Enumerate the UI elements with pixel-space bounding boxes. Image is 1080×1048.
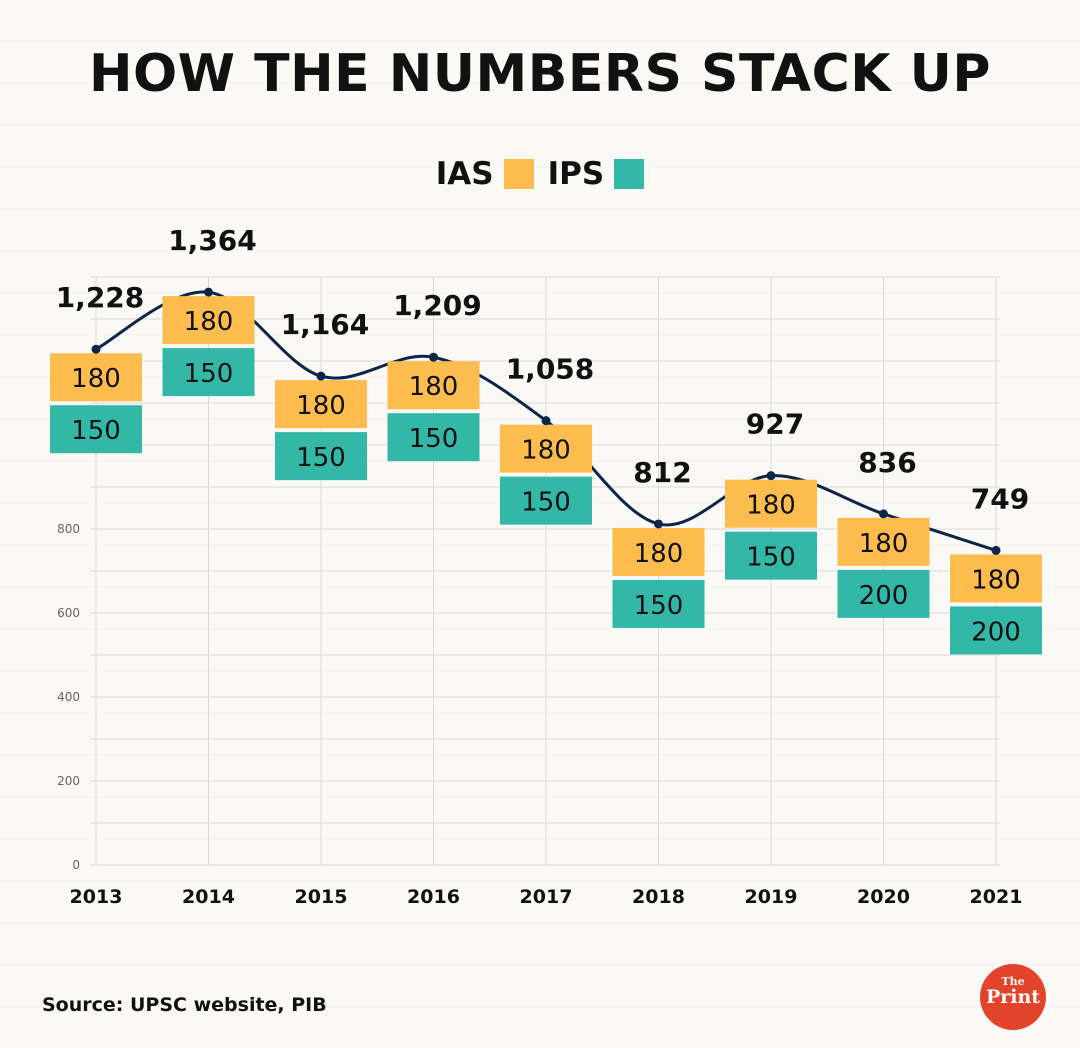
ips-value-label: 150 [409,424,459,454]
ias-value-label: 180 [859,529,909,559]
legend: IAS IPS [0,150,1080,198]
ias-value-label: 180 [296,391,346,421]
total-data-point [316,371,326,381]
chart-title: HOW THE NUMBERS STACK UP [88,44,992,104]
x-tick-label: 2016 [407,886,460,908]
x-tick-label: 2018 [632,886,685,908]
y-tick-label: 200 [57,774,80,788]
y-tick-label: 0 [72,858,80,872]
ias-value-label: 180 [746,491,796,521]
ips-box [837,569,930,618]
total-value-label: 1,058 [506,353,595,386]
y-tick-label: 800 [57,522,80,536]
total-value-label: 1,228 [56,281,145,314]
total-data-point [879,509,888,519]
ips-value-label: 150 [746,543,796,573]
ias-value-label: 180 [71,364,121,394]
total-value-label: 927 [746,408,804,441]
ips-box [275,432,367,481]
total-value-label: 749 [971,482,1029,515]
y-tick-label: 600 [57,606,80,620]
ias-value-label: 180 [409,372,459,402]
ias-value-label: 180 [634,539,684,569]
ias-box [50,353,142,402]
ias-box [500,424,592,473]
ips-box [162,348,255,397]
logo-text-big: Print [985,986,1041,1008]
total-value-label: 1,364 [168,224,257,257]
total-data-point [429,352,438,362]
ips-value-label: 150 [634,591,684,621]
total-value-label: 1,164 [281,308,370,341]
legend-label-ias: IAS [435,156,494,192]
ips-value-label: 150 [71,416,121,446]
total-data-point [541,416,551,426]
total-data-point [91,344,101,354]
total-data-point [991,545,1001,555]
ips-box [725,531,817,580]
ias-box [837,517,930,566]
x-tick-label: 2017 [520,886,573,908]
total-value-label: 812 [633,456,691,489]
legend-swatch-ias [503,159,534,189]
ips-value-label: 150 [184,359,234,389]
total-data-point [204,287,213,297]
ips-value-label: 200 [971,617,1021,647]
x-tick-label: 2015 [295,886,348,908]
x-tick-label: 2020 [857,886,910,908]
ias-box [162,296,255,345]
ias-value-label: 180 [184,307,234,337]
ias-box [275,380,367,429]
total-data-point [654,519,663,529]
ias-box [725,479,817,528]
source-note: Source: UPSC website, PIB [42,994,327,1016]
ips-value-label: 150 [296,443,346,473]
ips-box [612,579,705,628]
theprint-logo: The Print [980,964,1046,1030]
legend-label-ips: IPS [547,156,605,192]
ips-value-label: 150 [521,488,571,518]
legend-item-ips: IPS [548,156,645,192]
logo-text-small: The [1001,975,1025,988]
ias-box [387,361,480,410]
ias-box [612,527,705,576]
total-value-label: 836 [858,446,916,479]
legend-item-ias: IAS [436,156,534,192]
ias-value-label: 180 [971,565,1021,595]
x-tick-label: 2021 [970,886,1023,908]
y-tick-label: 400 [57,690,80,704]
ips-box [50,405,142,454]
ips-box [950,606,1042,655]
total-data-point [766,471,776,481]
ips-box [500,476,592,525]
ips-value-label: 200 [859,581,909,611]
legend-swatch-ips [614,159,645,189]
x-tick-label: 2013 [70,886,123,908]
ias-box [950,554,1042,603]
total-value-label: 1,209 [393,289,482,322]
ips-box [387,413,480,462]
x-tick-label: 2019 [745,886,798,908]
ias-value-label: 180 [521,436,571,466]
x-tick-label: 2014 [182,886,235,908]
